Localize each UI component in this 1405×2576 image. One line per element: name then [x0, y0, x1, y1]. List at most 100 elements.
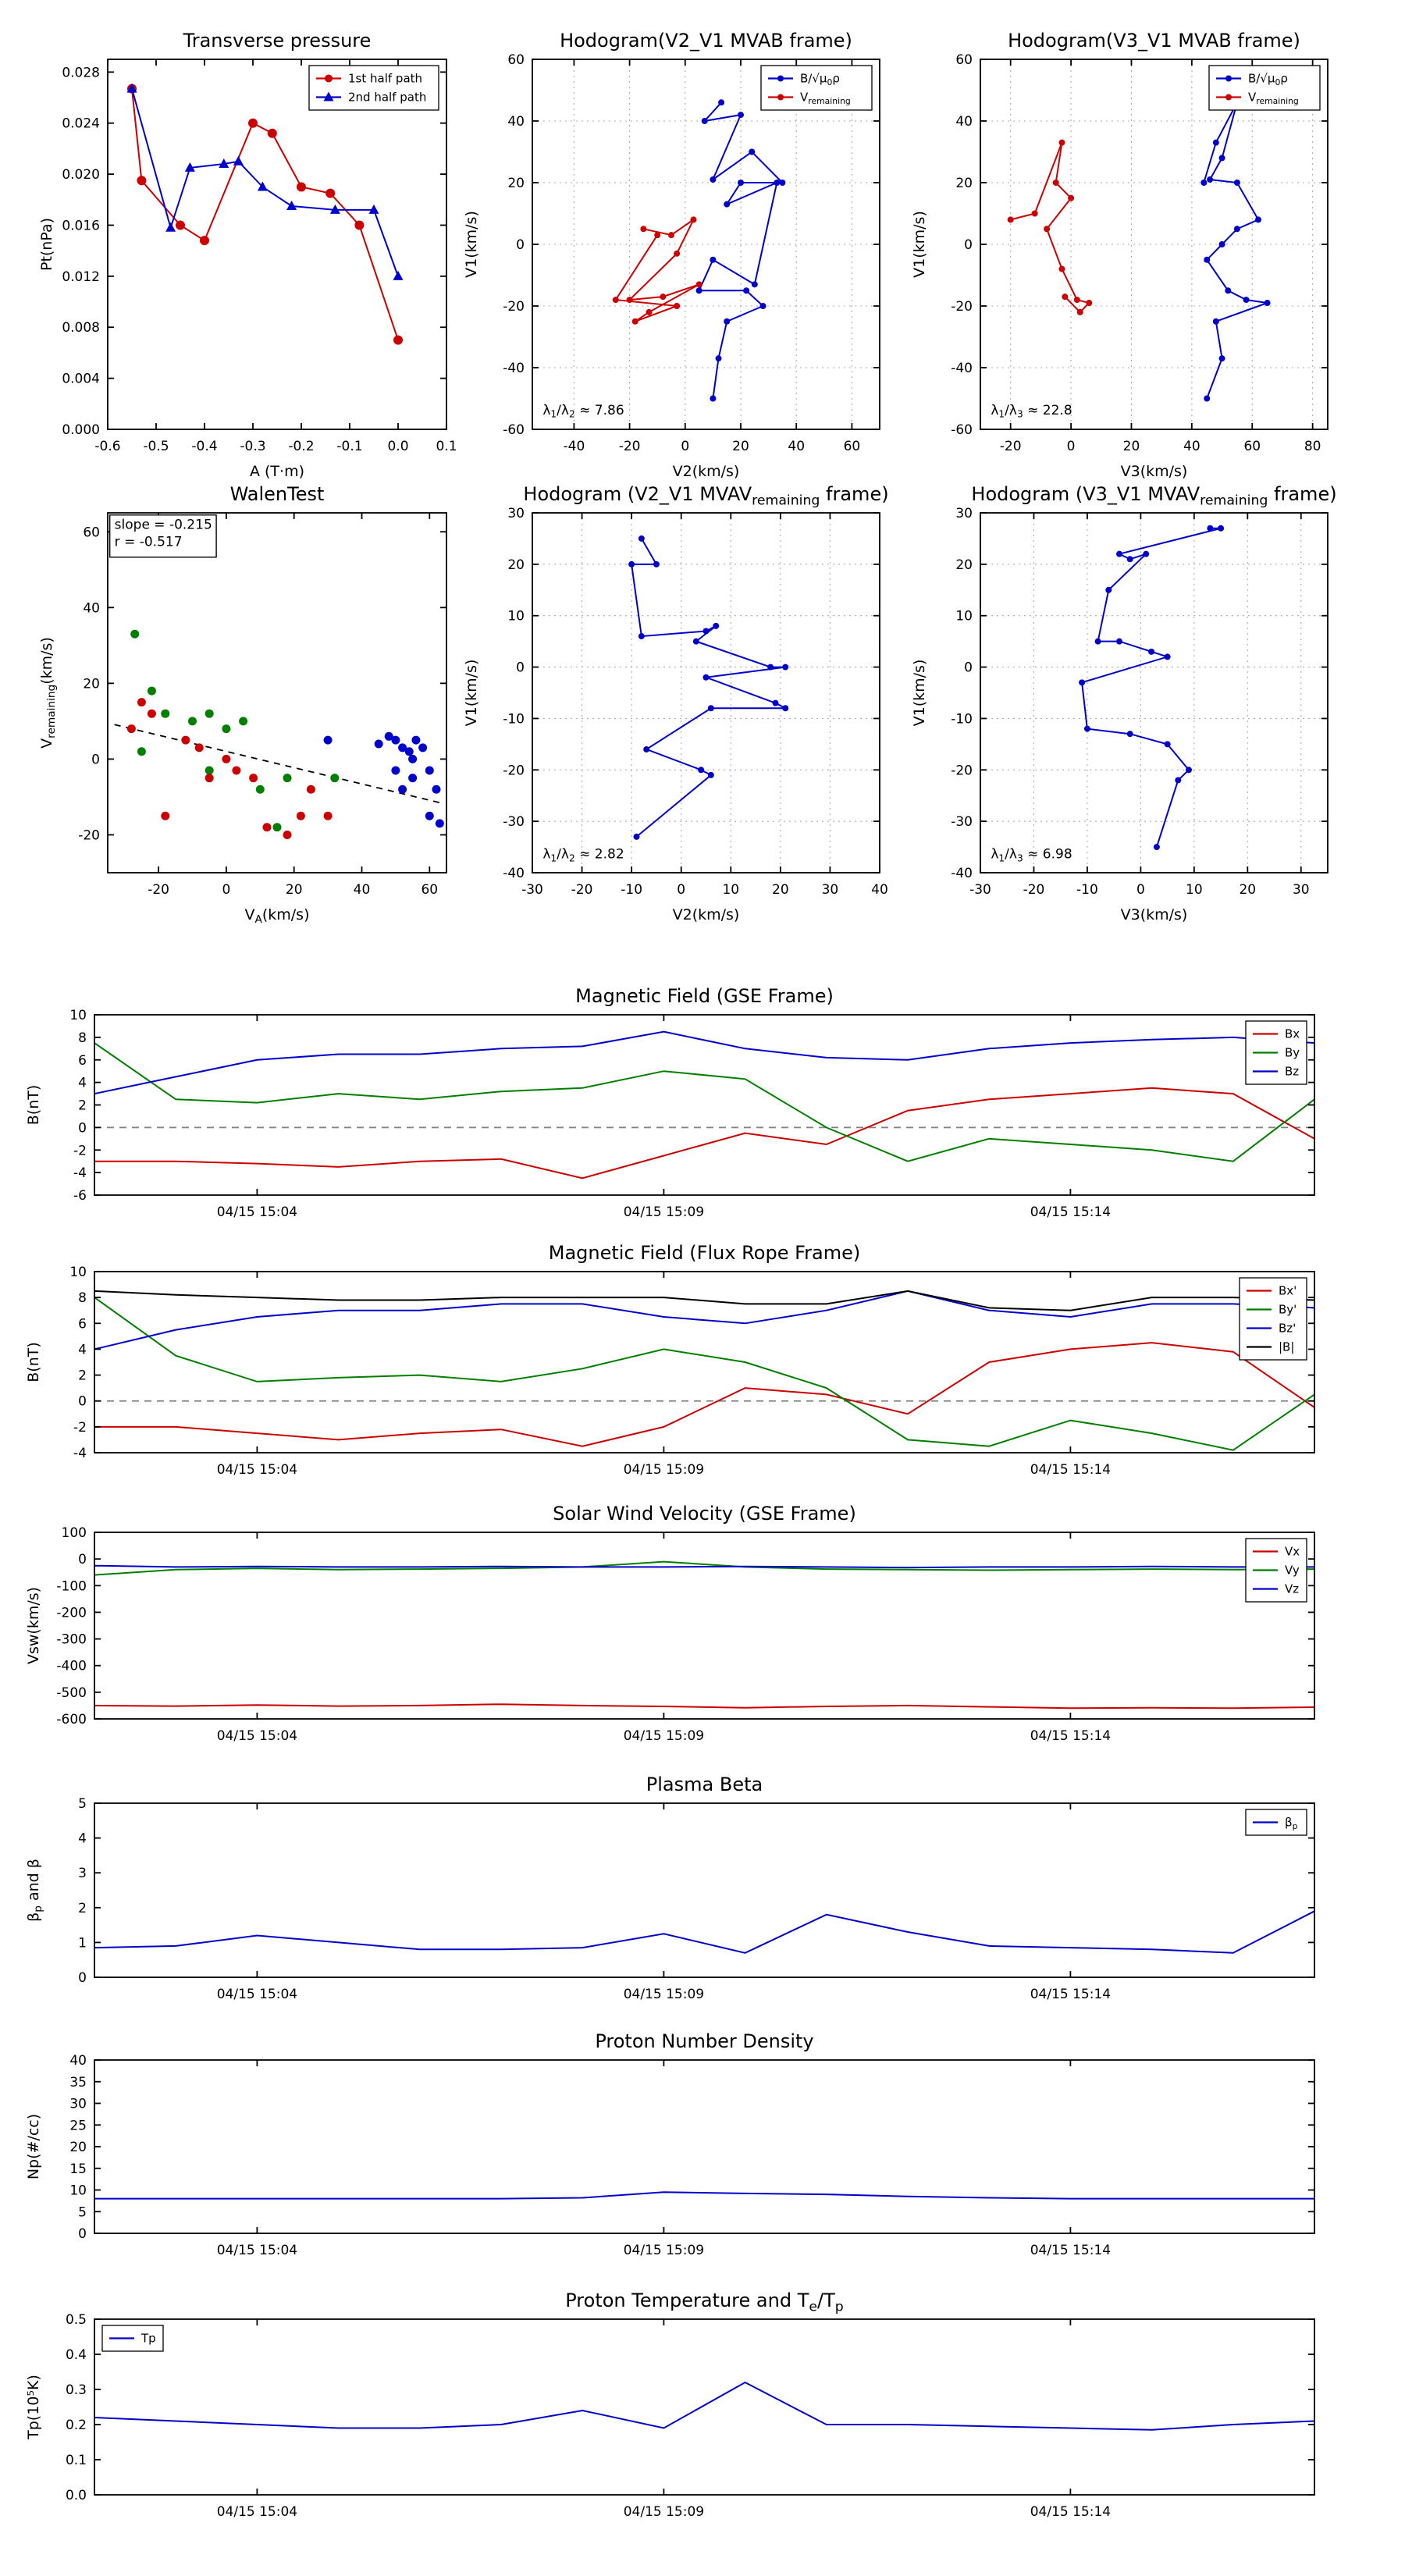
svg-text:Vsw(km/s): Vsw(km/s)	[25, 1587, 42, 1664]
svg-text:Vremaining(km/s): Vremaining(km/s)	[38, 637, 58, 749]
svg-text:0.1: 0.1	[66, 2453, 87, 2468]
magnetic-field-flux-rope-title: Magnetic Field (Flux Rope Frame)	[549, 1242, 860, 1264]
svg-text:0.024: 0.024	[62, 116, 100, 132]
svg-text:-0.1: -0.1	[336, 439, 362, 454]
proton-number-density-title: Proton Number Density	[595, 2030, 813, 2052]
svg-text:10: 10	[1186, 882, 1203, 898]
svg-text:0.0: 0.0	[66, 2488, 87, 2503]
plasma-beta-legend: βp	[1245, 1809, 1307, 1836]
svg-text:Vx: Vx	[1285, 1545, 1300, 1559]
svg-text:60: 60	[955, 52, 973, 68]
svg-text:-10: -10	[1076, 882, 1098, 898]
series-first interval points	[130, 629, 340, 832]
svg-text:-0.6: -0.6	[94, 439, 120, 454]
svg-text:By: By	[1285, 1046, 1300, 1060]
svg-text:0: 0	[78, 1394, 87, 1410]
svg-text:04/15 15:09: 04/15 15:09	[624, 1987, 704, 2002]
hodogram-v3v1-mvab-legend: B/√μ0ρ Vremaining	[1208, 65, 1321, 111]
svg-text:0.3: 0.3	[66, 2382, 87, 2398]
svg-text:3: 3	[78, 1866, 87, 1881]
svg-text:-0.5: -0.5	[143, 439, 169, 454]
svg-text:8: 8	[78, 1030, 87, 1046]
svg-text:-30: -30	[521, 882, 543, 898]
walen-test-title: WalenTest	[230, 483, 325, 505]
svg-text:-40: -40	[564, 439, 585, 454]
series-Bx'	[94, 1342, 1315, 1447]
svg-text:10: 10	[69, 1008, 87, 1023]
svg-text:60: 60	[844, 439, 861, 454]
svg-text:60: 60	[83, 525, 100, 540]
svg-text:04/15 15:14: 04/15 15:14	[1030, 2504, 1111, 2520]
svg-text:-4: -4	[73, 1446, 87, 1461]
hodogram-v3v1-mvab: -20 0 20 40 60 80 -60 -40 -20 0 20 40 60 Hodogram(V3_…	[911, 30, 1329, 480]
svg-text:10: 10	[69, 1265, 87, 1280]
magnetic-field-flux-rope: 04/15 15:04 04/15 15:09 04/15 15:14 -4 -2 0 2 4…	[25, 1242, 1315, 1478]
series-beta p	[94, 1910, 1315, 1954]
svg-text:-60: -60	[503, 422, 525, 438]
svg-text:V2(km/s): V2(km/s)	[673, 906, 740, 923]
svg-text:25: 25	[69, 2118, 87, 2133]
svg-text:βp and β: βp and β	[25, 1859, 44, 1922]
svg-text:Bz: Bz	[1285, 1065, 1299, 1079]
svg-text:0.5: 0.5	[66, 2312, 87, 2328]
series-B/sqrt(mu0 rho)	[695, 99, 786, 402]
plasma-beta-title: Plasma Beta	[646, 1774, 763, 1795]
svg-text:0: 0	[964, 660, 973, 676]
svg-text:Pt(nPa): Pt(nPa)	[38, 218, 55, 271]
svg-text:20: 20	[1239, 882, 1256, 898]
svg-text:15: 15	[69, 2161, 87, 2177]
solar-wind-velocity-title: Solar Wind Velocity (GSE Frame)	[553, 1503, 856, 1525]
svg-text:04/15 15:14: 04/15 15:14	[1030, 1462, 1111, 1478]
svg-text:0.016: 0.016	[62, 218, 100, 233]
svg-text:40: 40	[788, 439, 805, 454]
svg-text:20: 20	[772, 882, 789, 898]
series-By	[94, 1042, 1315, 1162]
svg-text:04/15 15:04: 04/15 15:04	[217, 1204, 297, 1220]
svg-text:0.4: 0.4	[66, 2347, 87, 2363]
svg-text:0: 0	[681, 439, 689, 454]
svg-text:|B|: |B|	[1279, 1340, 1294, 1354]
svg-text:0: 0	[1067, 439, 1076, 454]
series-Bx	[94, 1087, 1315, 1179]
svg-text:-500: -500	[56, 1685, 87, 1701]
svg-text:Tp: Tp	[140, 2332, 156, 2346]
proton-temperature-legend: Tp	[101, 2325, 164, 2352]
svg-text:4: 4	[78, 1342, 87, 1357]
svg-text:1st half path: 1st half path	[348, 72, 422, 86]
svg-text:1: 1	[78, 1935, 87, 1951]
svg-text:Vy: Vy	[1285, 1564, 1300, 1578]
svg-text:-40: -40	[503, 361, 525, 376]
svg-text:-300: -300	[56, 1632, 87, 1648]
svg-text:0.004: 0.004	[62, 372, 100, 387]
svg-text:V3(km/s): V3(km/s)	[1121, 463, 1188, 480]
svg-text:By': By'	[1279, 1303, 1297, 1317]
svg-text:0.1: 0.1	[436, 439, 457, 454]
svg-text:-2: -2	[73, 1143, 87, 1158]
svg-text:0: 0	[677, 882, 685, 898]
svg-text:4: 4	[78, 1076, 87, 1091]
svg-text:0.0: 0.0	[387, 439, 408, 454]
svg-text:V1(km/s): V1(km/s)	[463, 660, 480, 727]
svg-text:2: 2	[78, 1901, 87, 1916]
svg-text:20: 20	[286, 882, 303, 898]
svg-text:-40: -40	[503, 866, 525, 881]
svg-text:5: 5	[78, 1796, 87, 1812]
transverse-pressure-title: Transverse pressure	[183, 30, 372, 52]
svg-text:-100: -100	[56, 1578, 87, 1594]
svg-text:λ1/λ3 ≈ 6.98: λ1/λ3 ≈ 6.98	[991, 847, 1072, 864]
svg-text:40: 40	[83, 600, 100, 616]
proton-temperature-title: Proton Temperature and Te/Tp	[565, 2290, 844, 2314]
series-V remaining path	[1079, 525, 1225, 851]
series-Vz	[94, 1564, 1314, 1569]
magnetic-field-gse: 04/15 15:04 04/15 15:09 04/15 15:14 -6 -4 -2 0…	[25, 985, 1315, 1220]
series-|B|	[94, 1290, 1315, 1311]
svg-text:0: 0	[516, 660, 525, 676]
svg-text:10: 10	[507, 609, 525, 624]
proton-number-density: 04/15 15:04 04/15 15:09 04/15 15:14 0 5 10 15 2…	[25, 2030, 1315, 2258]
svg-text:04/15 15:09: 04/15 15:09	[624, 2504, 704, 2520]
svg-text:-20: -20	[78, 827, 100, 843]
svg-text:20: 20	[83, 676, 100, 692]
svg-text:04/15 15:09: 04/15 15:09	[624, 1728, 704, 1744]
svg-text:40: 40	[69, 2053, 87, 2069]
